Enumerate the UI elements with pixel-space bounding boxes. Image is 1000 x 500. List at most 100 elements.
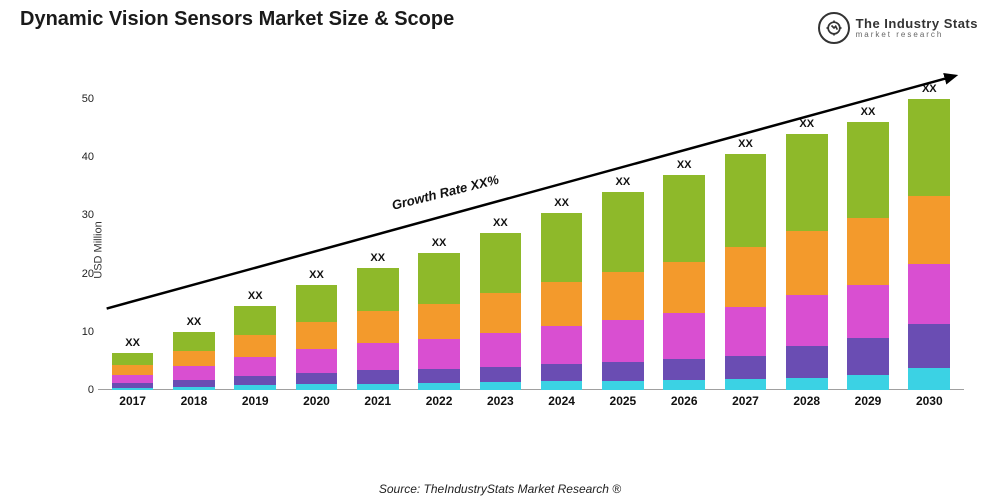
bar-segment — [847, 122, 889, 218]
bar-segment — [908, 99, 950, 196]
bar-slot: XX — [776, 134, 837, 390]
bar-segment — [786, 295, 828, 346]
bar-slot: XX — [531, 213, 592, 390]
x-tick: 2020 — [286, 394, 347, 408]
bar-segment — [480, 333, 522, 367]
bar-value-label: XX — [408, 237, 469, 249]
x-tick: 2018 — [163, 394, 224, 408]
source-footnote: Source: TheIndustryStats Market Research… — [0, 482, 1000, 496]
bar-segment — [112, 365, 154, 375]
bar-segment — [663, 262, 705, 313]
x-tick: 2026 — [654, 394, 715, 408]
y-tick: 0 — [64, 384, 94, 396]
x-tick: 2022 — [408, 394, 469, 408]
bar-slot: XX — [286, 285, 347, 390]
bar — [112, 353, 154, 390]
bar-value-label: XX — [531, 197, 592, 209]
bar-value-label: XX — [776, 118, 837, 130]
bar — [725, 154, 767, 390]
bar-segment — [112, 353, 154, 365]
y-tick: 10 — [64, 326, 94, 338]
bar-segment — [908, 324, 950, 368]
brand-mark-icon — [818, 12, 850, 44]
x-tick: 2030 — [899, 394, 960, 408]
bar-segment — [908, 264, 950, 324]
bar-segment — [357, 343, 399, 370]
bar-value-label: XX — [163, 316, 224, 328]
brand-text: The Industry Stats market research — [856, 17, 978, 39]
bar-segment — [602, 320, 644, 362]
chart-area: USD Million 01020304050 XXXXXXXXXXXXXXXX… — [64, 70, 974, 430]
bar-slot: XX — [102, 353, 163, 390]
root: Dynamic Vision Sensors Market Size & Sco… — [0, 0, 1000, 500]
bar-segment — [602, 362, 644, 381]
x-tick: 2019 — [225, 394, 286, 408]
bars-container: XXXXXXXXXXXXXXXXXXXXXXXXXXXX — [98, 70, 964, 390]
y-tick: 40 — [64, 151, 94, 163]
bar-slot: XX — [899, 99, 960, 390]
bar-segment — [541, 326, 583, 364]
bar-segment — [602, 381, 644, 390]
brand-line-2: market research — [856, 31, 978, 39]
bar — [480, 233, 522, 390]
bar-segment — [234, 306, 276, 335]
bar-segment — [541, 282, 583, 326]
bar-segment — [725, 356, 767, 379]
bar — [786, 134, 828, 390]
bar-value-label: XX — [286, 269, 347, 281]
bar-segment — [602, 192, 644, 272]
bar-segment — [480, 367, 522, 383]
bar — [602, 192, 644, 390]
bar-segment — [541, 213, 583, 283]
brand-line-1: The Industry Stats — [856, 17, 978, 31]
chart-title: Dynamic Vision Sensors Market Size & Sco… — [20, 8, 454, 31]
bar-value-label: XX — [470, 217, 531, 229]
bar-segment — [418, 339, 460, 369]
bar-segment — [234, 335, 276, 357]
bar — [173, 332, 215, 390]
bar-segment — [786, 346, 828, 378]
bar-segment — [908, 196, 950, 265]
y-tick: 50 — [64, 93, 94, 105]
bar-segment — [357, 370, 399, 383]
bar-segment — [541, 381, 583, 390]
bar-slot: XX — [654, 175, 715, 390]
bar-slot: XX — [715, 154, 776, 390]
bar-segment — [663, 313, 705, 359]
bar-value-label: XX — [654, 159, 715, 171]
bar-segment — [847, 338, 889, 376]
bar-segment — [418, 383, 460, 390]
bar-value-label: XX — [225, 290, 286, 302]
bar — [296, 285, 338, 390]
bar-segment — [173, 351, 215, 366]
bar-segment — [541, 364, 583, 381]
bar-segment — [786, 134, 828, 231]
bar-segment — [357, 268, 399, 312]
bar-value-label: XX — [715, 138, 776, 150]
bar — [663, 175, 705, 390]
bar-segment — [296, 349, 338, 372]
bar-value-label: XX — [347, 252, 408, 264]
bar-segment — [480, 382, 522, 390]
bar-slot: XX — [837, 122, 898, 390]
bar-segment — [663, 380, 705, 390]
x-axis: 2017201820192020202120222023202420252026… — [98, 390, 964, 430]
x-tick: 2027 — [715, 394, 776, 408]
bar-value-label: XX — [899, 83, 960, 95]
bar-slot: XX — [470, 233, 531, 390]
bar-segment — [418, 369, 460, 384]
bar-segment — [296, 373, 338, 385]
bar — [418, 253, 460, 390]
bar — [908, 99, 950, 390]
bar-segment — [234, 376, 276, 385]
bar-segment — [725, 154, 767, 247]
bar-slot: XX — [225, 306, 286, 390]
bar-segment — [296, 322, 338, 349]
x-tick: 2021 — [347, 394, 408, 408]
bar-slot: XX — [347, 268, 408, 390]
bar-segment — [725, 247, 767, 306]
y-axis: 01020304050 — [64, 70, 98, 390]
brand-logo: The Industry Stats market research — [818, 12, 978, 44]
bar-segment — [663, 359, 705, 380]
bar — [847, 122, 889, 390]
